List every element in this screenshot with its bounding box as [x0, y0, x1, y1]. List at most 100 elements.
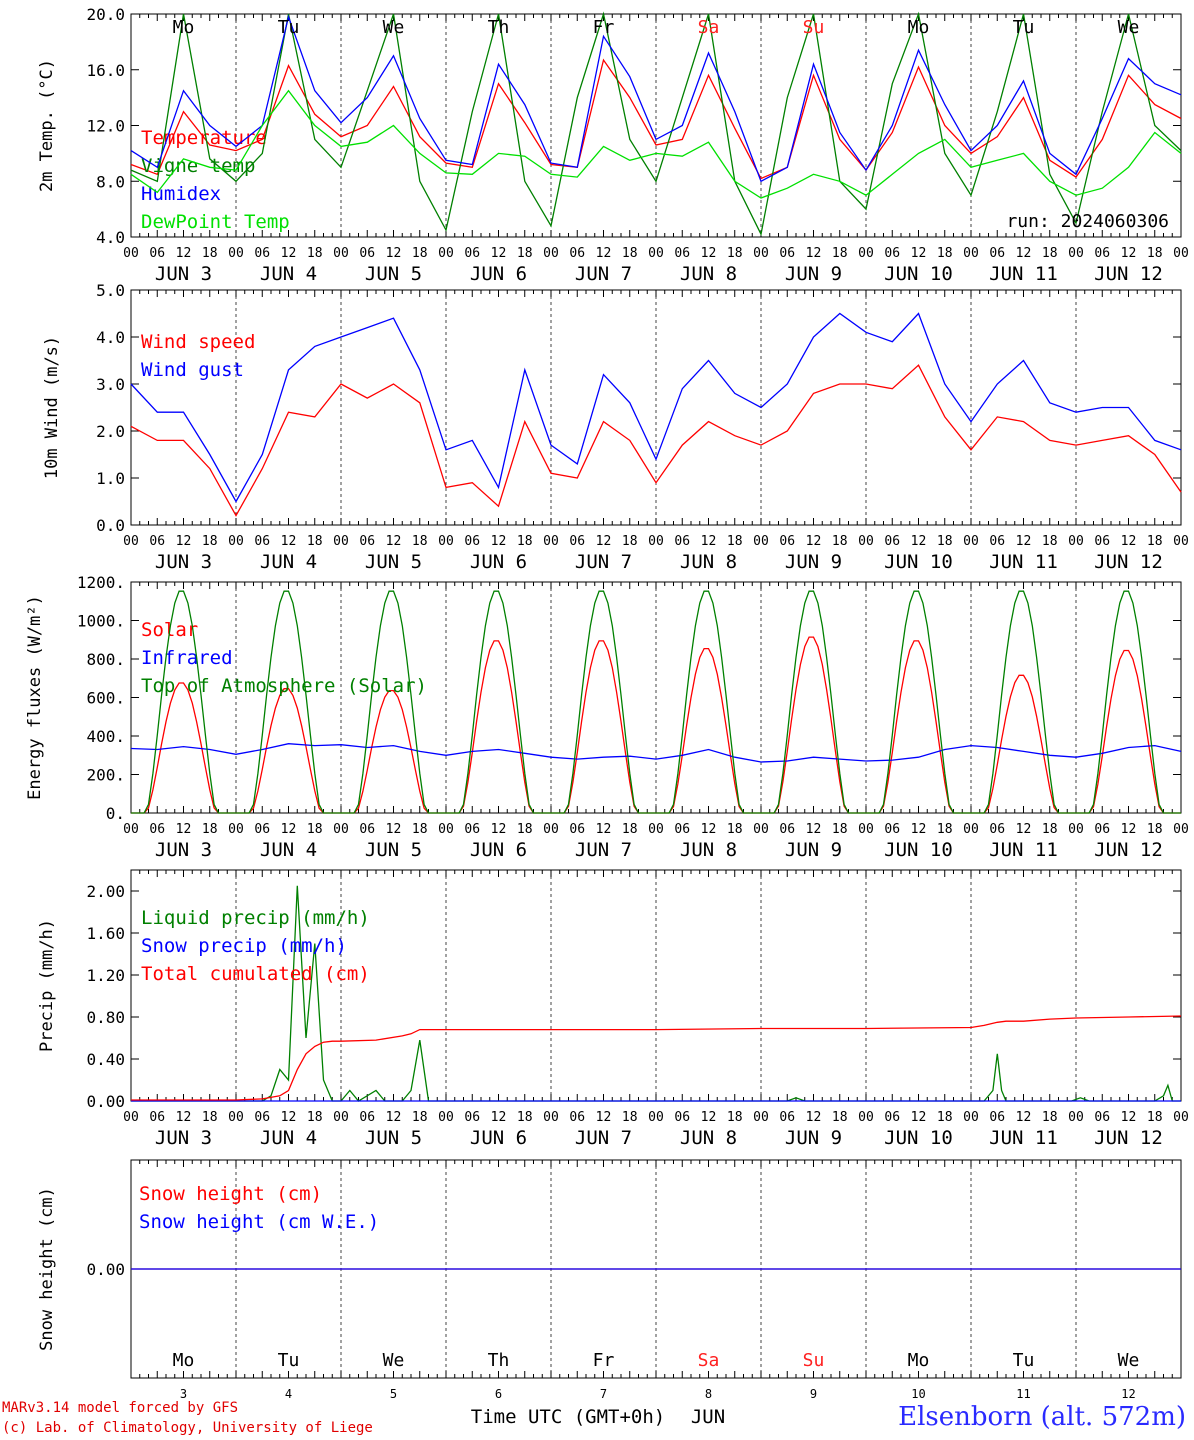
hour-label: 00 [648, 534, 664, 549]
legend-entry: Snow precip (mm/h) [141, 935, 347, 957]
hour-label: 18 [202, 822, 218, 837]
date-label: JUN 10 [884, 551, 953, 573]
hour-label: 00 [228, 1110, 244, 1125]
hour-label: 00 [753, 1110, 769, 1125]
hour-label: 18 [1042, 822, 1058, 837]
hour-label: 18 [622, 246, 638, 261]
station-name: Elsenborn (alt. 572m) [898, 1402, 1186, 1432]
hour-label: 18 [1042, 246, 1058, 261]
hour-label: 00 [333, 822, 349, 837]
hour-label: 18 [832, 822, 848, 837]
hour-label: 12 [1016, 534, 1032, 549]
date-label: JUN 9 [785, 839, 842, 861]
hour-label: 06 [779, 534, 795, 549]
run-label: run: 2024060306 [1006, 211, 1169, 232]
hour-label: 12 [806, 534, 822, 549]
hour-label: 00 [228, 534, 244, 549]
hour-label: 00 [963, 1110, 979, 1125]
date-label: JUN 9 [785, 551, 842, 573]
date-label: JUN 5 [365, 839, 422, 861]
legend-entry: DewPoint Temp [141, 211, 290, 233]
hour-label: 00 [963, 246, 979, 261]
hour-label: 06 [884, 534, 900, 549]
hour-label: 18 [622, 1110, 638, 1125]
hour-label: 06 [884, 822, 900, 837]
weekday-label-bottom: Mo [908, 1350, 930, 1371]
y-tick-label: 0.40 [86, 1050, 125, 1069]
model-credit: MARv3.14 model forced by GFS [2, 1400, 239, 1416]
hour-label: 12 [176, 246, 192, 261]
series-line-wind-gust [130, 312, 1182, 503]
hour-label: 18 [727, 246, 743, 261]
day-number: 7 [600, 1387, 607, 1401]
hour-label: 12 [176, 534, 192, 549]
day-number: 4 [285, 1387, 292, 1401]
weekday-label: We [383, 17, 405, 38]
hour-label: 18 [202, 246, 218, 261]
hour-label: 12 [596, 246, 612, 261]
weekday-label-bottom: Tu [278, 1350, 300, 1371]
hour-label: 00 [1068, 246, 1084, 261]
hour-label: 18 [307, 1110, 323, 1125]
hour-label: 06 [884, 1110, 900, 1125]
hour-label: 06 [674, 246, 690, 261]
legend-entry: Snow height (cm) [139, 1183, 322, 1205]
series-line-wind-speed [130, 364, 1182, 517]
hour-label: 00 [858, 1110, 874, 1125]
legend-entry: Vigne temp [141, 155, 255, 177]
legend-entry: Infrared [141, 647, 233, 669]
hour-label: 12 [281, 246, 297, 261]
y-tick-label: 1000. [77, 612, 125, 631]
date-label: JUN 4 [260, 551, 317, 573]
hour-label: 06 [674, 1110, 690, 1125]
lab-credit: (c) Lab. of Climatology, University of L… [2, 1420, 373, 1436]
hour-label: 06 [674, 534, 690, 549]
hour-label: 06 [149, 246, 165, 261]
hour-label: 06 [989, 534, 1005, 549]
hour-label: 06 [359, 1110, 375, 1125]
hour-label: 06 [569, 246, 585, 261]
day-number: 12 [1121, 1387, 1135, 1401]
hour-label: 18 [1147, 246, 1163, 261]
hour-label: 18 [412, 534, 428, 549]
hour-label: 06 [254, 246, 270, 261]
date-label: JUN 9 [785, 1127, 842, 1149]
month-label: JUN [691, 1406, 725, 1428]
hour-label: 00 [123, 1110, 139, 1125]
hour-label: 12 [596, 534, 612, 549]
hour-label: 12 [281, 1110, 297, 1125]
date-label: JUN 9 [785, 263, 842, 285]
hour-label: 12 [386, 246, 402, 261]
hour-label: 06 [149, 1110, 165, 1125]
date-label: JUN 8 [680, 839, 737, 861]
y-axis-label: 2m Temp. (°C) [37, 59, 57, 192]
hour-label: 00 [1173, 534, 1189, 549]
hour-label: 12 [1016, 246, 1032, 261]
hour-label: 00 [543, 822, 559, 837]
y-tick-label: 2.0 [96, 422, 125, 441]
day-number: 8 [705, 1387, 712, 1401]
hour-label: 12 [596, 822, 612, 837]
hour-label: 00 [333, 246, 349, 261]
hour-label: 12 [386, 1110, 402, 1125]
series-line-humidex [130, 14, 1182, 183]
day-number: 11 [1016, 1387, 1030, 1401]
hour-label: 12 [176, 822, 192, 837]
hour-label: 18 [1042, 534, 1058, 549]
hour-label: 06 [254, 822, 270, 837]
hour-label: 06 [569, 534, 585, 549]
hour-label: 00 [963, 534, 979, 549]
hour-label: 12 [911, 534, 927, 549]
date-label: JUN 7 [575, 839, 632, 861]
hour-label: 18 [937, 1110, 953, 1125]
x-axis-title: Time UTC (GMT+0h) [471, 1406, 665, 1428]
y-tick-label: 0.80 [86, 1008, 125, 1027]
hour-label: 12 [281, 822, 297, 837]
hour-label: 06 [1094, 1110, 1110, 1125]
hour-label: 18 [937, 534, 953, 549]
hour-label: 12 [806, 822, 822, 837]
weekday-label-bottom: Sa [698, 1350, 720, 1371]
hour-label: 12 [1121, 1110, 1137, 1125]
weekday-label-bottom: We [1118, 1350, 1140, 1371]
hour-label: 00 [438, 822, 454, 837]
